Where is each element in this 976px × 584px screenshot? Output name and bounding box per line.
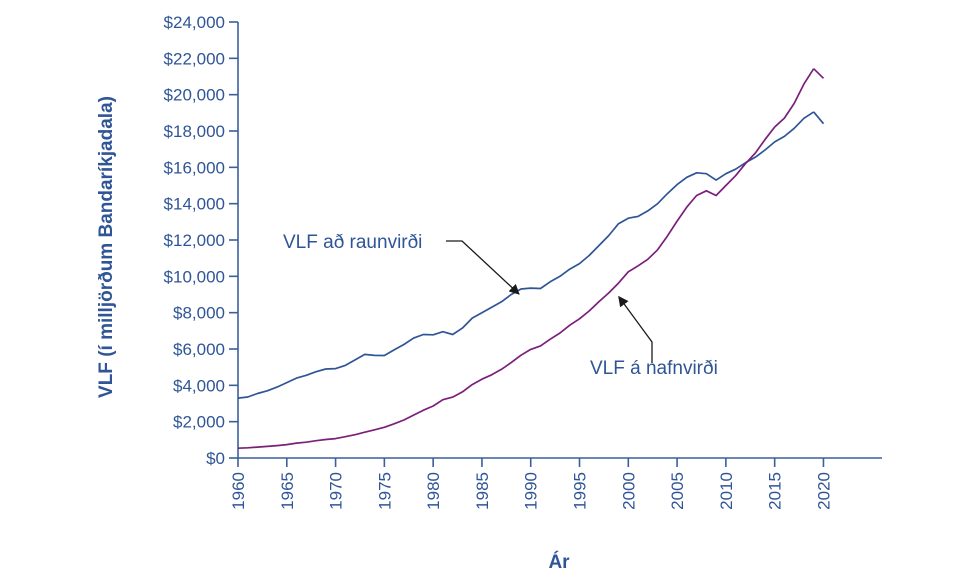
series-line-3 [813, 68, 825, 79]
x-tick-label: 2000 [619, 472, 638, 510]
y-axis-title: VLF (í milljörðum Bandaríkjadala) [96, 96, 117, 398]
y-tick-label: $14,000 [164, 195, 225, 214]
x-tick-label: 2005 [668, 472, 687, 510]
x-tick-label: 1975 [375, 472, 394, 510]
x-tick-label: 2015 [766, 472, 785, 510]
y-tick-label: $12,000 [164, 231, 225, 250]
x-axis-title: Ár [548, 551, 570, 573]
y-tick-label: $6,000 [173, 340, 225, 359]
y-tick-label: $4,000 [173, 376, 225, 395]
real-gdp-leader-arrow [446, 240, 520, 295]
x-tick-label: 1985 [473, 472, 492, 510]
series-layer [237, 68, 825, 450]
y-tick-label: $2,000 [173, 413, 225, 432]
y-tick-label: $20,000 [164, 86, 225, 105]
y-tick-label: $24,000 [164, 13, 225, 32]
annotation-layer: VLF að raunvirði VLF á nafnvirði [283, 232, 718, 379]
x-tick-label: 1970 [327, 472, 346, 510]
x-tick-label: 2020 [814, 472, 833, 510]
x-tick-label: 1965 [278, 472, 297, 510]
y-tick-label: $16,000 [164, 158, 225, 177]
nominal-gdp-leader-arrow [618, 295, 653, 363]
y-tick-label: $10,000 [164, 267, 225, 286]
x-tick-label: 1980 [424, 472, 443, 510]
real-gdp-label: VLF að raunvirði [283, 232, 422, 253]
series-line-2 [813, 111, 825, 125]
x-tick-label: 2010 [717, 472, 736, 510]
x-axis: 1960 1965 1970 1975 1980 1985 1990 1995 2000 2005… [229, 457, 882, 510]
series-line-1 [237, 68, 815, 450]
y-tick-label: $0 [206, 449, 225, 468]
y-axis: $0 $2,000 $4,000 $6,000 $8,000 $10,000 $12,000… [164, 13, 239, 468]
y-tick-label: $18,000 [164, 122, 225, 141]
series-line-0 [237, 111, 815, 399]
x-tick-label: 1995 [571, 472, 590, 510]
x-tick-label: 1960 [229, 472, 248, 510]
x-tick-label: 1990 [522, 472, 541, 510]
y-tick-label: $22,000 [164, 49, 225, 68]
y-tick-label: $8,000 [173, 304, 225, 323]
nominal-gdp-label: VLF á nafnvirði [590, 358, 718, 379]
